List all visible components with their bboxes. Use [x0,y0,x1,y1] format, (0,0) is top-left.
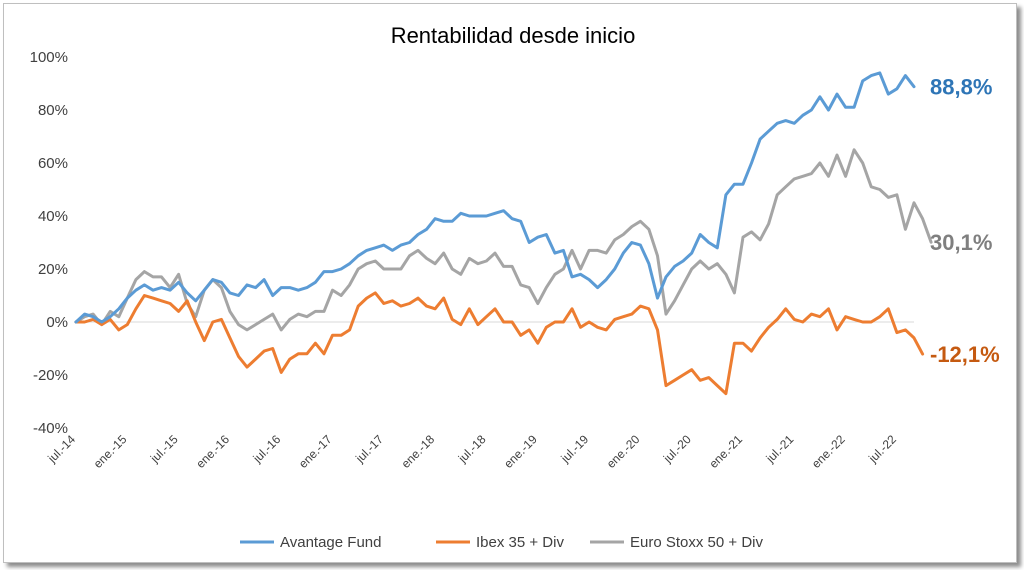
x-tick-label: jul.-19 [557,432,591,466]
x-tick-label: jul.-14 [44,432,78,466]
y-axis: 100% 80% 60% 40% 20% 0% -20% -40% [30,49,914,437]
y-tick-label: 0% [46,314,68,331]
x-tick-label: jul.-17 [352,432,386,466]
x-tick-label: ene.-22 [809,432,848,471]
y-tick-label: -40% [33,420,68,437]
chart-frame: Rentabilidad desde inicio 100% 80% 60% 40% 2… [3,3,1017,563]
end-labels: 88,8% -12,1% 30,1% [930,75,1000,367]
y-tick-label: 80% [38,102,68,119]
y-tick-label: 40% [38,208,68,225]
x-tick-label: ene.-18 [399,432,438,471]
x-tick-label: ene.-21 [706,432,745,471]
series-line-0 [74,71,916,324]
x-axis: jul.-14 ene.-15 jul.-15 ene.-16 jul.-16 ene.-… [44,432,899,471]
x-tick-label: ene.-16 [193,432,232,471]
y-tick-label: 60% [38,155,68,172]
end-label-2: 30,1% [930,230,992,255]
end-label-0: 88,8% [930,75,992,100]
series-line-1 [74,291,925,396]
x-tick-label: ene.-20 [604,432,643,471]
series-lines [74,71,933,396]
x-tick-label: jul.-20 [660,432,694,466]
legend-label-2: Euro Stoxx 50 + Div [630,534,763,551]
chart-title: Rentabilidad desde inicio [391,23,636,48]
x-tick-label: ene.-15 [91,432,130,471]
line-chart: Rentabilidad desde inicio 100% 80% 60% 40% 2… [30,23,1000,551]
y-tick-label: 20% [38,261,68,278]
x-tick-label: ene.-19 [501,432,540,471]
y-tick-label: 100% [30,49,68,66]
legend-label-0: Avantage Fund [280,534,381,551]
x-tick-label: jul.-15 [147,432,181,466]
end-label-1: -12,1% [930,342,1000,367]
x-tick-label: jul.-22 [865,432,899,466]
x-tick-label: ene.-17 [296,432,335,471]
x-tick-label: jul.-18 [455,432,489,466]
legend-label-1: Ibex 35 + Div [476,534,564,551]
series-line-2 [74,148,933,332]
legend: Avantage Fund Ibex 35 + Div Euro Stoxx 50 … [240,534,763,551]
y-tick-label: -20% [33,367,68,384]
x-tick-label: jul.-21 [763,432,797,466]
x-tick-label: jul.-16 [250,432,284,466]
